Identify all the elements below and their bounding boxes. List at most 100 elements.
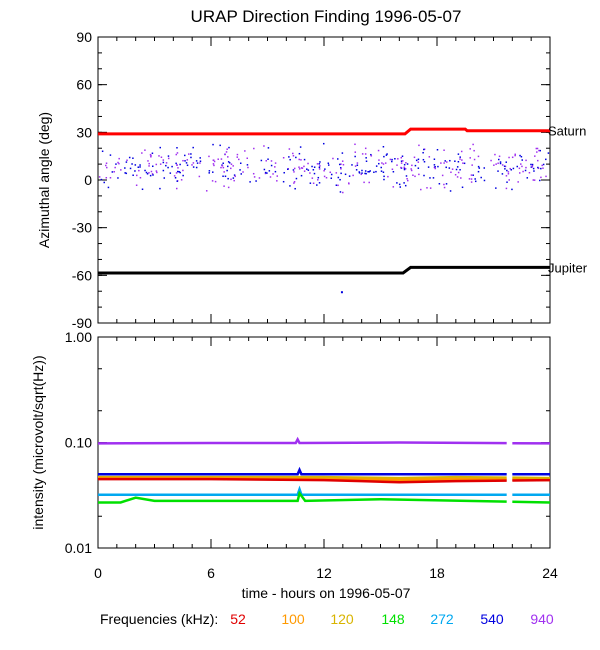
azimuth-point <box>303 165 305 168</box>
azimuth-point <box>113 170 115 173</box>
azimuth-point <box>429 187 432 189</box>
azimuth-point <box>316 163 319 165</box>
azimuth-point <box>337 184 339 187</box>
azimuth-point <box>318 166 321 169</box>
azimuth-point <box>449 190 452 192</box>
azimuth-point <box>541 164 543 167</box>
azimuth-point <box>422 151 424 154</box>
azimuth-point <box>537 166 539 169</box>
azimuth-point <box>244 150 246 152</box>
azimuth-point <box>222 166 225 169</box>
azimuth-point <box>530 163 532 166</box>
azimuth-point <box>506 169 508 172</box>
azimuth-point <box>111 171 114 173</box>
azimuth-point <box>525 166 527 169</box>
azimuth-point <box>547 152 550 154</box>
azimuth-point <box>403 166 405 169</box>
azimuth-point <box>144 149 146 151</box>
azimuth-point <box>535 147 538 150</box>
azimuth-point <box>443 186 446 189</box>
azimuth-point <box>506 181 508 183</box>
azimuth-point <box>378 162 380 165</box>
azimuth-point <box>450 171 452 174</box>
azimuth-point <box>100 178 103 181</box>
azimuth-point <box>501 164 504 166</box>
azimuth-point <box>341 160 344 162</box>
azimuth-point <box>403 182 405 184</box>
azimuth-point <box>451 168 454 170</box>
azimuth-point <box>316 184 318 186</box>
y-tick-label: -60 <box>72 267 92 283</box>
azimuth-point <box>542 163 545 166</box>
azimuth-point <box>293 171 295 173</box>
azimuth-point <box>249 181 251 183</box>
azimuth-point <box>313 172 316 175</box>
azimuth-point <box>282 157 285 159</box>
azimuth-point <box>394 158 396 160</box>
azimuth-point <box>538 149 540 152</box>
azimuth-point <box>512 167 515 170</box>
azimuth-point <box>159 187 161 190</box>
azimuth-point <box>294 187 296 190</box>
azimuth-point <box>455 168 458 171</box>
azimuth-point <box>175 162 177 165</box>
azimuth-point <box>329 171 332 174</box>
azimuth-point <box>472 143 474 146</box>
azimuth-point <box>414 164 417 167</box>
azimuth-point <box>323 169 325 172</box>
azimuth-point <box>469 157 471 159</box>
azimuth-point <box>227 186 230 189</box>
azimuth-point <box>134 164 137 166</box>
azimuth-point <box>364 170 367 172</box>
azimuth-point <box>150 154 152 157</box>
azimuth-point <box>459 156 461 158</box>
azimuth-point <box>270 164 273 167</box>
azimuth-point <box>165 162 168 164</box>
azimuth-point <box>361 169 363 172</box>
azimuth-point <box>483 179 486 182</box>
azimuth-point <box>226 169 228 172</box>
azimuth-point <box>146 173 149 175</box>
azimuth-point <box>400 156 403 159</box>
azimuth-point <box>318 182 321 184</box>
azimuth-point <box>400 162 403 164</box>
azimuth-point <box>236 153 239 156</box>
azimuth-point <box>342 163 345 166</box>
azimuth-point <box>124 172 126 174</box>
azimuth-point <box>180 179 183 181</box>
azimuth-point <box>267 158 269 160</box>
azimuth-point <box>503 165 506 167</box>
azimuth-point <box>495 163 497 165</box>
azimuth-point <box>339 167 342 169</box>
azimuth-point <box>462 162 464 164</box>
azimuth-point <box>132 157 134 159</box>
azimuth-point <box>173 175 176 177</box>
azimuth-point <box>337 158 339 160</box>
azimuth-point <box>212 163 215 165</box>
azimuth-point <box>141 152 143 154</box>
y-tick-label: 0 <box>84 172 92 188</box>
azimuth-point <box>417 158 420 161</box>
azimuth-point <box>443 183 445 186</box>
azimuth-point <box>518 172 521 174</box>
azimuth-point <box>274 162 277 164</box>
azimuth-point <box>524 169 527 172</box>
azimuth-point <box>177 167 179 169</box>
azimuth-point <box>105 176 108 179</box>
azimuth-point <box>497 170 499 172</box>
azimuth-point <box>182 169 184 172</box>
azimuth-point <box>434 167 437 170</box>
azimuth-point <box>341 152 344 154</box>
azimuth-point <box>222 175 224 178</box>
azimuth-point <box>434 165 436 168</box>
azimuth-point <box>461 159 463 161</box>
azimuth-point <box>418 173 420 176</box>
azimuth-point <box>499 161 502 163</box>
azimuth-point <box>520 155 523 158</box>
azimuth-point <box>382 171 385 174</box>
azimuth-point <box>392 186 395 188</box>
azimuth-point <box>432 177 435 179</box>
azimuth-point <box>373 171 375 174</box>
azimuth-point <box>370 155 373 157</box>
azimuth-point <box>252 172 255 175</box>
